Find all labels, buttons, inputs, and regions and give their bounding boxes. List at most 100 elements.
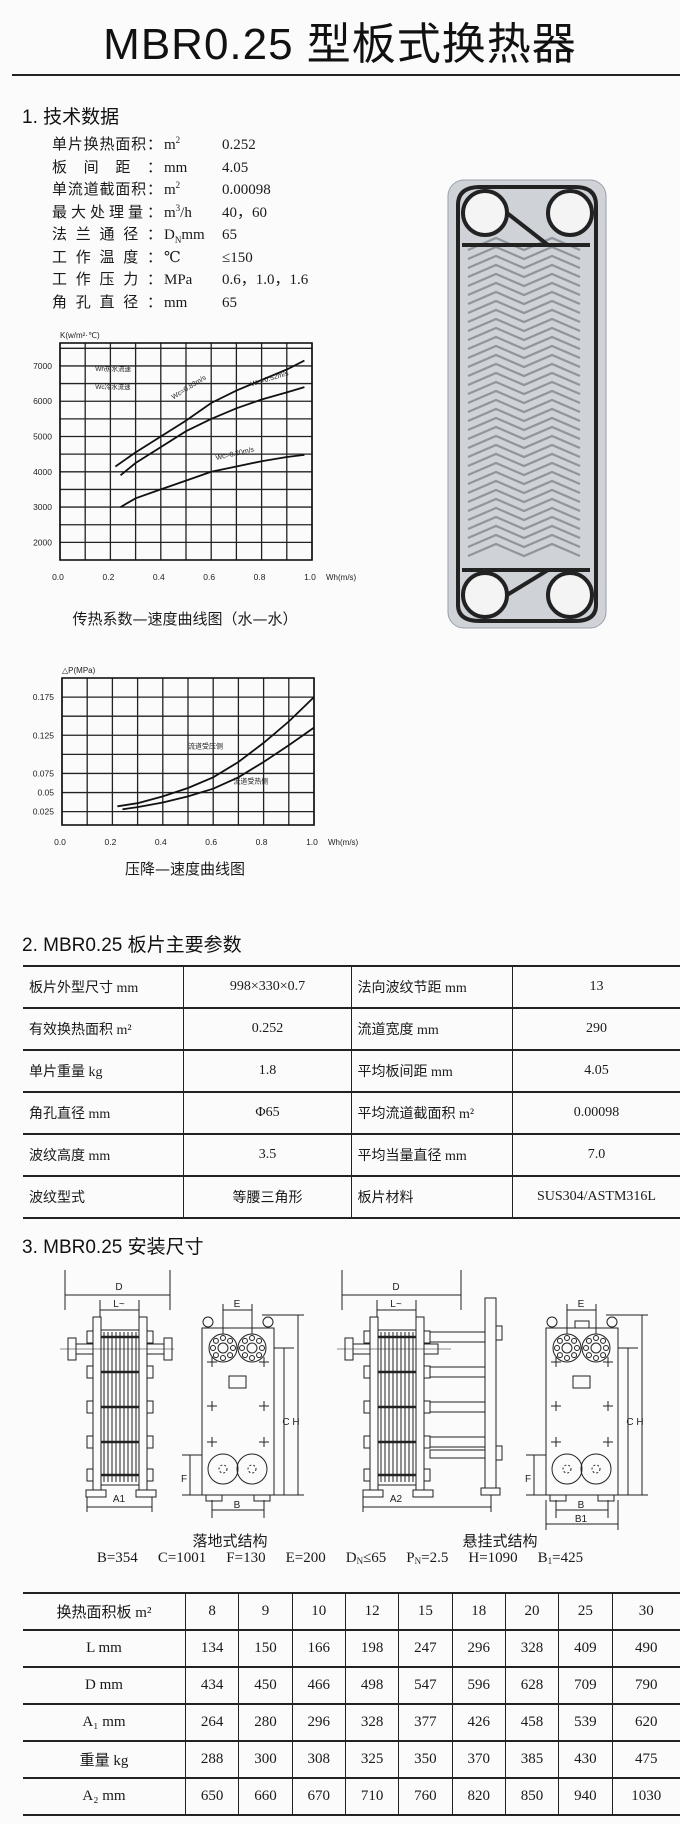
series-label: 流道受热侧 bbox=[233, 776, 268, 785]
bolt bbox=[495, 1325, 503, 1341]
spec-row: 单片换热面积： m2 0.252 bbox=[52, 134, 256, 156]
table-cell: 426 bbox=[451, 1703, 506, 1742]
lifting-eye bbox=[262, 1316, 274, 1328]
port-hole bbox=[561, 1342, 573, 1354]
param-label: 平均流道截面积 m² bbox=[350, 1091, 513, 1135]
spec-unit: MPa bbox=[164, 269, 220, 291]
param-main: F=130 bbox=[226, 1550, 266, 1566]
param-rest: ≤65 bbox=[363, 1550, 387, 1566]
herringbone-pattern bbox=[467, 281, 581, 297]
table-cell: 409 bbox=[558, 1629, 613, 1668]
table-cell: 450 bbox=[238, 1666, 293, 1705]
herringbone-pattern bbox=[467, 443, 581, 459]
table-cell: 475 bbox=[611, 1740, 680, 1779]
y-tick-label: 6000 bbox=[33, 396, 52, 406]
row-label: D mm bbox=[23, 1666, 186, 1705]
param-label: 板片材料 bbox=[350, 1175, 513, 1219]
dimension-label: A2 bbox=[390, 1494, 403, 1505]
x-axis-label: Wh(m/s) bbox=[328, 838, 359, 847]
unit-main: mm bbox=[164, 159, 188, 176]
y-tick-label: 7000 bbox=[33, 361, 52, 371]
unit-sup: 2 bbox=[175, 135, 181, 145]
spec-row: 工作压力： MPa 0.6，1.0，1.6 bbox=[52, 269, 308, 291]
floor-caption: 落地式结构 bbox=[192, 1532, 268, 1550]
spec-unit: mm bbox=[164, 157, 220, 179]
herringbone-pattern bbox=[467, 272, 581, 288]
spec-value: 0.00098 bbox=[222, 182, 271, 198]
x-tick-label: 0.8 bbox=[256, 837, 268, 847]
table-cell: 709 bbox=[558, 1666, 613, 1705]
table-cell: 385 bbox=[504, 1740, 560, 1779]
port-center bbox=[562, 1464, 572, 1474]
bolt bbox=[423, 1365, 431, 1379]
pressure-drop-chart: 0.0 0.2 0.4 0.6 0.8 1.0 0.025 0.05 0.075 0.125 0.1… bbox=[33, 666, 359, 847]
series-line bbox=[114, 359, 305, 468]
unit-suffix: mm bbox=[181, 227, 205, 243]
table-row: 重量 kg 288 300 308 325 350 370 385 430 475 bbox=[23, 1740, 680, 1779]
foot bbox=[597, 1494, 615, 1502]
spec-value: ≤150 bbox=[222, 249, 253, 266]
series-label: Wc=0.83m/s bbox=[171, 374, 208, 401]
foot bbox=[412, 1489, 434, 1498]
param-value: 7.0 bbox=[511, 1133, 680, 1177]
foot bbox=[85, 1489, 107, 1498]
table-cell: 820 bbox=[451, 1777, 506, 1816]
param-main: C=1001 bbox=[157, 1550, 207, 1566]
flange-bolt-hole bbox=[600, 1337, 607, 1344]
unit-sub: N bbox=[174, 235, 182, 245]
port-hole bbox=[546, 189, 594, 237]
row-label: 重量 kg bbox=[23, 1740, 186, 1779]
flange-bolt-hole bbox=[259, 1345, 265, 1351]
table-header-row: 换热面积板 m² 8 9 10 12 15 18 20 25 30 bbox=[23, 1592, 680, 1631]
lifting-eye bbox=[546, 1316, 558, 1328]
herringbone-pattern bbox=[467, 362, 581, 378]
herringbone-pattern bbox=[467, 470, 581, 486]
spec-label: 工作压力： bbox=[52, 272, 162, 288]
port-hole bbox=[590, 1342, 602, 1354]
x-tick-label: 0.8 bbox=[254, 572, 266, 582]
herringbone-pattern bbox=[467, 308, 581, 324]
spec-unit: DNmm bbox=[164, 224, 220, 246]
herringbone-pattern bbox=[467, 434, 581, 450]
spec-unit: ℃ bbox=[164, 247, 220, 269]
port-flange bbox=[581, 1333, 611, 1363]
section1-heading: 1. 技术数据 bbox=[22, 107, 120, 128]
dimension-parameter: C=1001 bbox=[158, 1550, 206, 1566]
spec-value: 0.6，1.0，1.6 bbox=[222, 272, 309, 288]
herringbone-pattern bbox=[467, 245, 581, 261]
x-tick-label: 0.4 bbox=[153, 572, 165, 582]
header-area: 10 bbox=[291, 1592, 346, 1631]
dimension-parameter: DN≤65 bbox=[346, 1550, 387, 1566]
param-sub: 1 bbox=[547, 1556, 553, 1566]
table-cell: 325 bbox=[344, 1740, 400, 1779]
spec-label: 单流道截面积： bbox=[52, 182, 162, 198]
series-line bbox=[120, 454, 305, 508]
param-label: 流道宽度 mm bbox=[350, 1007, 513, 1051]
header-label: 换热面积板 m² bbox=[23, 1592, 186, 1631]
table-cell: 150 bbox=[238, 1629, 293, 1668]
table-cell: 328 bbox=[344, 1703, 400, 1742]
cover-plate bbox=[201, 1327, 275, 1496]
herringbone-pattern bbox=[467, 353, 581, 369]
dimension-label: L~ bbox=[113, 1299, 125, 1310]
spec-row: 单流道截面积： m2 0.00098 bbox=[52, 179, 271, 201]
plate-parameters-table: 板片外型尺寸 mm 998×330×0.7 法向波纹节距 mm 13 有效换热面积 m²… bbox=[23, 965, 680, 1219]
legend-text: Wc冷水流速 bbox=[95, 382, 131, 391]
flange-bolt-hole bbox=[585, 1352, 592, 1359]
param-label: 平均当量直径 mm bbox=[350, 1133, 513, 1177]
pressure-plate bbox=[415, 1316, 425, 1491]
table-cell: 296 bbox=[291, 1703, 346, 1742]
table-row: 波纹高度 mm 3.5 平均当量直径 mm 7.0 bbox=[23, 1133, 680, 1177]
param-value: 等腰三角形 bbox=[183, 1175, 352, 1219]
herringbone-pattern bbox=[467, 479, 581, 495]
guide-bar bbox=[429, 1331, 486, 1343]
herringbone-pattern bbox=[467, 416, 581, 432]
hanger bbox=[574, 1320, 590, 1329]
spec-value: 65 bbox=[222, 294, 237, 311]
y-tick-label: 0.125 bbox=[33, 730, 55, 740]
table-row: 有效换热面积 m² 0.252 流道宽度 mm 290 bbox=[23, 1007, 680, 1051]
flange-bolt-hole bbox=[554, 1345, 560, 1351]
herringbone-pattern bbox=[467, 254, 581, 270]
bolt bbox=[363, 1435, 371, 1449]
bolt bbox=[423, 1330, 431, 1344]
